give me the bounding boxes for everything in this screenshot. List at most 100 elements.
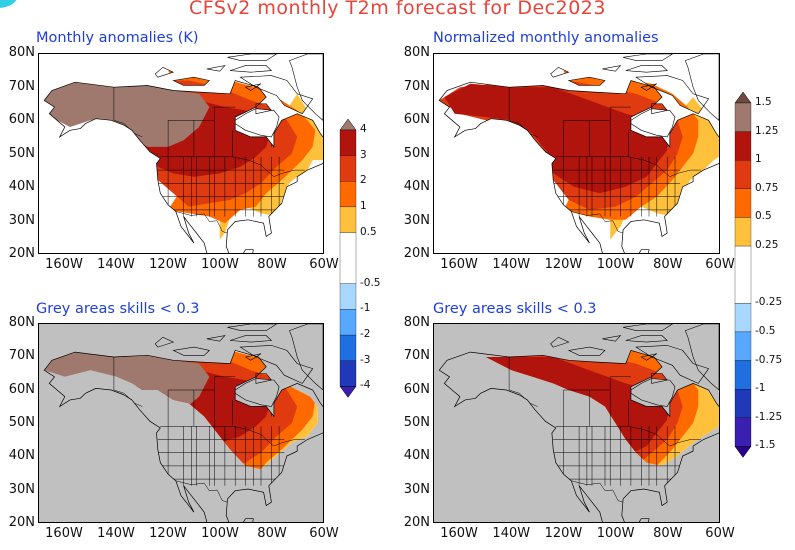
lat-tick-label: 30N: [8, 212, 35, 228]
map-canvas: [39, 324, 323, 522]
lat-tick-label: 70N: [403, 348, 430, 364]
lon-tick-label: 140W: [492, 257, 531, 272]
lat-tick-label: 40N: [403, 448, 430, 464]
colorbar-label: 0.75: [755, 181, 779, 194]
colorbar-swatch: [339, 129, 357, 156]
lat-tick-label: 60N: [8, 112, 35, 127]
colorbar-swatch: [339, 334, 357, 361]
main-title: CFSv2 monthly T2m forecast for Dec2023: [189, 0, 606, 19]
colorbar-swatch: [339, 309, 357, 336]
lon-tick-label: 160W: [440, 257, 478, 272]
greenland: [684, 54, 719, 121]
colorbar: [734, 91, 752, 458]
lat-tick-label: 30N: [403, 481, 430, 497]
lon-tick-label: 100W: [201, 526, 239, 541]
lat-tick-label: 30N: [8, 481, 35, 497]
colorbar-label: 0.25: [755, 239, 779, 252]
greenland: [289, 54, 323, 121]
lat-tick-label: 80N: [8, 315, 35, 330]
lon-tick-label: 60W: [309, 526, 339, 541]
colorbar-label: 1: [360, 199, 367, 212]
colorbar-swatch: [734, 160, 752, 189]
lon-tick-label: 60W: [705, 257, 735, 272]
colorbar-swatch: [734, 360, 752, 390]
lon-tick-label: 120W: [544, 526, 583, 541]
anomaly-zone-bin_3_4: [444, 83, 668, 194]
map-frame: [433, 53, 720, 254]
panel-title: Normalized monthly anomalies: [433, 30, 659, 46]
lat-tick-label: 30N: [403, 212, 430, 228]
panel-title: Grey areas skills < 0.3: [36, 301, 200, 317]
political-boundaries: [508, 357, 701, 503]
lat-tick-label: 70N: [403, 78, 430, 94]
lon-tick-label: 80W: [257, 526, 287, 541]
lon-tick-label: 60W: [309, 257, 339, 272]
lon-tick-label: 80W: [653, 257, 683, 272]
lat-tick-label: 20N: [403, 246, 430, 261]
colorbar-label: -4: [360, 379, 371, 392]
lon-tick-label: 160W: [45, 257, 83, 272]
colorbar-swatch: [734, 131, 752, 161]
lat-tick-label: 20N: [403, 515, 430, 530]
lon-tick-label: 80W: [653, 526, 683, 541]
lat-tick-label: 20N: [8, 515, 35, 530]
colorbar-label: -3: [360, 353, 371, 366]
colorbar-label: 0.5: [360, 225, 377, 238]
map-canvas: [434, 324, 719, 522]
panel-title: Grey areas skills < 0.3: [433, 301, 597, 317]
lon-tick-label: 120W: [149, 526, 187, 541]
lat-tick-label: 80N: [403, 315, 430, 330]
colorbar-label: 1.5: [755, 96, 772, 108]
map-frame: [38, 323, 324, 523]
colorbar-swatch: [339, 155, 357, 182]
colorbar-swatch: [734, 417, 752, 447]
colorbar-label: -0.25: [755, 296, 783, 309]
map-canvas: [39, 54, 323, 253]
lon-tick-label: 140W: [97, 257, 135, 272]
lon-tick-label: 120W: [149, 257, 187, 272]
colorbar-swatch: [734, 102, 752, 132]
lon-tick-label: 160W: [45, 526, 83, 541]
colorbar-swatch: [339, 360, 357, 387]
colorbar-swatch: [734, 188, 752, 218]
lon-tick-label: 80W: [257, 257, 287, 272]
lat-tick-label: 50N: [403, 415, 430, 430]
lat-tick-label: 70N: [8, 348, 35, 364]
colorbar-label: 2: [360, 174, 367, 187]
lon-tick-label: 100W: [201, 257, 239, 272]
lon-tick-label: 120W: [544, 257, 583, 272]
colorbar-label: 3: [360, 148, 367, 161]
lat-tick-label: 50N: [8, 145, 35, 161]
colorbar: [339, 118, 357, 398]
colorbar-label: -1: [755, 382, 766, 395]
colorbar-label: -2: [360, 328, 371, 341]
lat-tick-label: 80N: [8, 45, 35, 60]
lat-tick-label: 60N: [403, 381, 430, 397]
lat-tick-label: 60N: [403, 112, 430, 127]
lat-tick-label: 50N: [403, 145, 430, 161]
colorbar-label: -1.5: [755, 439, 776, 452]
lat-tick-label: 40N: [8, 448, 35, 464]
lat-tick-label: 40N: [8, 179, 35, 194]
colorbar-label: -0.75: [755, 353, 783, 366]
map-frame: [433, 323, 720, 523]
colorbar-label: 1: [755, 153, 762, 166]
lon-tick-label: 160W: [440, 526, 478, 541]
lon-tick-label: 100W: [596, 526, 635, 541]
colorbar-label: -1.25: [755, 410, 783, 423]
lon-tick-label: 100W: [596, 257, 635, 272]
colorbar-swatch: [339, 283, 357, 310]
colorbar-label: -0.5: [755, 324, 776, 337]
lon-tick-label: 140W: [97, 526, 135, 541]
logo-mark: [0, 0, 18, 8]
lat-tick-label: 50N: [8, 415, 35, 430]
lon-tick-label: 140W: [492, 526, 531, 541]
colorbar-label: 0.5: [755, 210, 772, 223]
colorbar-swatch: [734, 303, 752, 333]
colorbar-label: 4: [360, 123, 367, 135]
colorbar-swatch: [339, 206, 357, 233]
colorbar-swatch: [734, 331, 752, 361]
map-frame: [38, 53, 324, 254]
lat-tick-label: 20N: [8, 246, 35, 261]
greenland: [684, 324, 719, 391]
